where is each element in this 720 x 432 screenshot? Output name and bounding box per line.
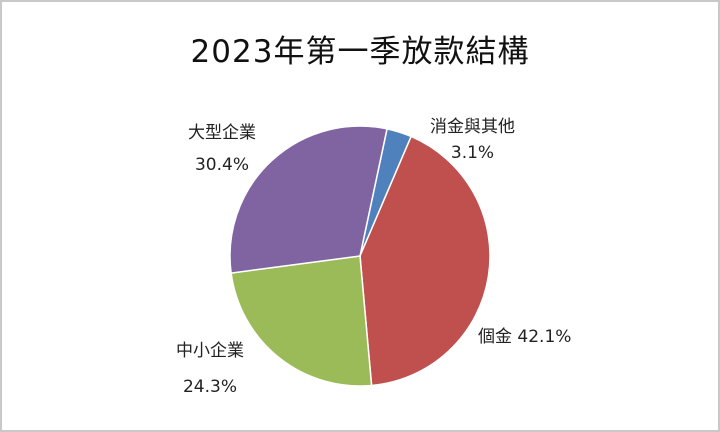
chart-title: 2023年第一季放款結構	[190, 34, 530, 70]
label-personal: 個金 42.1%	[478, 324, 571, 350]
label-large-enterprise-value: 30.4%	[194, 155, 249, 175]
label-large-enterprise: 大型企業 30.4%	[188, 120, 256, 178]
slice-large-enterprise	[229, 125, 388, 274]
label-sme-value: 24.3%	[182, 377, 237, 397]
label-personal-value: 42.1%	[517, 327, 572, 347]
label-personal-name: 個金	[478, 327, 512, 347]
slice-sme	[230, 255, 373, 387]
label-consumer-other-name: 消金與其他	[430, 117, 515, 137]
label-consumer-other: 消金與其他 3.1%	[430, 114, 515, 166]
label-consumer-other-value: 3.1%	[450, 143, 495, 163]
label-large-enterprise-name: 大型企業	[188, 123, 256, 143]
label-sme-name: 中小企業	[176, 341, 244, 361]
slice-personal	[359, 135, 491, 387]
label-sme: 中小企業 24.3%	[176, 338, 244, 400]
